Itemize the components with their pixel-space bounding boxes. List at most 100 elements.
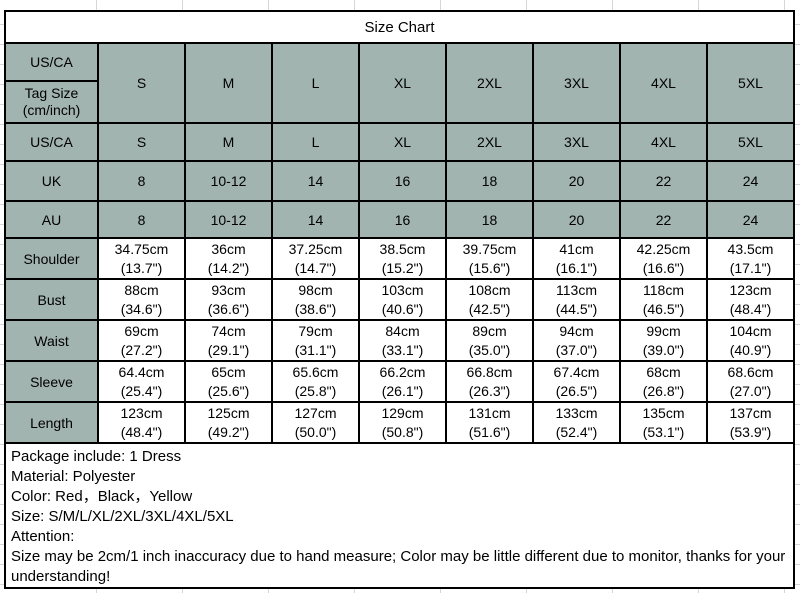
size-header-cell: L [271,42,360,124]
measurement-cell: 98cm (38.6") [271,278,360,321]
measurement-cell: 113cm (44.5") [532,278,621,321]
conversion-cell: 18 [445,200,534,239]
size-header-cell: M [184,42,273,124]
table-row-length: Length 123cm (48.4") 125cm (49.2") 127cm (5… [4,401,796,444]
size-header-cell: XL [358,42,447,124]
row-label: UK [4,160,99,202]
measurement-cell: 123cm (48.4") [97,401,186,444]
size-header-cell: 2XL [445,42,534,124]
measurement-cell: 66.2cm (26.1") [358,360,447,403]
conversion-cell: 4XL [619,122,708,162]
measurement-cell: 93cm (36.6") [184,278,273,321]
measurement-cell: 42.25cm (16.6") [619,237,708,280]
measurement-cell: 94cm (37.0") [532,319,621,362]
table-row-waist: Waist 69cm (27.2") 74cm (29.1") 79cm (31.1"… [4,319,796,362]
conversion-cell: 14 [271,160,360,202]
measurement-cell: 123cm (48.4") [705,278,796,321]
conversion-cell: 22 [619,200,708,239]
conversion-cell: 20 [532,160,621,202]
measurement-cell: 43.5cm (17.1") [705,237,796,280]
measurement-cell: 66.8cm (26.3") [445,360,534,403]
conversion-cell: 16 [358,160,447,202]
conversion-cell: 20 [532,200,621,239]
measurement-cell: 129cm (50.8") [358,401,447,444]
measurement-cell: 36cm (14.2") [184,237,273,280]
size-header-cell: 4XL [619,42,708,124]
size-header-cell: 3XL [532,42,621,124]
product-notes: Package include: 1 Dress Material: Polye… [3,442,796,589]
table-row-us-ca: US/CA S M L XL 2XL 3XL 4XL 5XL [4,122,796,162]
note-package: Package include: 1 Dress [11,448,182,465]
conversion-cell: 10-12 [184,160,273,202]
conversion-cell: 24 [705,160,796,202]
measurement-cell: 103cm (40.6") [358,278,447,321]
table-row-sleeve: Sleeve 64.4cm (25.4") 65cm (25.6") 65.6cm(… [4,360,796,403]
conversion-cell: 3XL [532,122,621,162]
measurement-cell: 125cm (49.2") [184,401,273,444]
row-label: Bust [4,278,99,321]
measurement-cell: 68.6cm (27.0") [705,360,796,403]
conversion-cell: 14 [271,200,360,239]
conversion-cell: 8 [97,160,186,202]
row-label: Waist [4,319,99,362]
row-label: AU [4,200,99,239]
measurement-cell: 65.6cm (25.8") [271,360,360,403]
note-color: Color: Red，Black，Yellow [11,488,193,505]
measurement-cell: 104cm (40.9") [705,319,796,362]
table-row-shoulder: Shoulder 34.75cm (13.7") 36cm (14.2") 37.2… [4,237,796,280]
conversion-cell: 18 [445,160,534,202]
measurement-cell: 137cm (53.9") [705,401,796,444]
measurement-cell: 34.75cm (13.7") [97,237,186,280]
measurement-cell: 68cm (26.8") [619,360,708,403]
conversion-cell: 10-12 [184,200,273,239]
corner-us-ca-cell: US/CA [4,42,99,82]
conversion-cell: 24 [705,200,796,239]
measurement-cell: 41cm (16.1") [532,237,621,280]
size-chart-table: Size Chart US/CA S M L XL 2XL 3XL 4XL 5X… [3,10,796,589]
measurement-cell: 88cm (34.6") [97,278,186,321]
corner-tag-size-cell: Tag Size (cm/inch) [4,80,99,124]
page-title: Size Chart [3,10,796,44]
measurement-cell: 38.5cm (15.2") [358,237,447,280]
table-row-uk: UK 8 10-12 14 16 18 20 22 24 [4,160,796,202]
size-chart-sheet: Size Chart US/CA S M L XL 2XL 3XL 4XL 5X… [3,10,796,589]
measurement-cell: 39.75cm (15.6") [445,237,534,280]
conversion-cell: 5XL [705,122,796,162]
conversion-cell: XL [358,122,447,162]
size-header-cell: S [97,42,186,124]
conversion-cell: 16 [358,200,447,239]
table-row-au: AU 8 10-12 14 16 18 20 22 24 [4,200,796,239]
size-header-cell: 5XL [705,42,796,124]
header-row-top: US/CA S M L XL 2XL 3XL 4XL 5XL [4,42,796,124]
note-size: Size: S/M/L/XL/2XL/3XL/4XL/5XL [11,508,234,525]
conversion-cell: 8 [97,200,186,239]
conversion-cell: 2XL [445,122,534,162]
conversion-cell: M [184,122,273,162]
conversion-cell: S [97,122,186,162]
notes-row: Package include: 1 Dress Material: Polye… [3,442,796,589]
table-row-bust: Bust 88cm (34.6") 93cm (36.6") 98cm (38.6")… [4,278,796,321]
note-attention: Attention: [11,528,75,545]
title-row: Size Chart [3,10,796,44]
measurement-cell: 133cm (52.4") [532,401,621,444]
measurement-cell: 135cm (53.1") [619,401,708,444]
measurement-cell: 99cm (39.0") [619,319,708,362]
measurement-cell: 131cm (51.6") [445,401,534,444]
row-label: US/CA [4,122,99,162]
conversion-cell: 22 [619,160,708,202]
measurement-cell: 64.4cm (25.4") [97,360,186,403]
row-label: Sleeve [4,360,99,403]
measurement-cell: 79cm (31.1") [271,319,360,362]
measurement-cell: 84cm (33.1") [358,319,447,362]
measurement-cell: 108cm (42.5") [445,278,534,321]
conversion-cell: L [271,122,360,162]
note-material: Material: Polyester [11,468,136,485]
measurement-cell: 118cm (46.5") [619,278,708,321]
measurement-cell: 37.25cm (14.7") [271,237,360,280]
row-label: Length [4,401,99,444]
note-disclaimer: Size may be 2cm/1 inch inaccuracy due to… [11,548,786,585]
measurement-cell: 74cm (29.1") [184,319,273,362]
measurement-cell: 127cm (50.0") [271,401,360,444]
measurement-cell: 67.4cm (26.5") [532,360,621,403]
measurement-cell: 65cm (25.6") [184,360,273,403]
